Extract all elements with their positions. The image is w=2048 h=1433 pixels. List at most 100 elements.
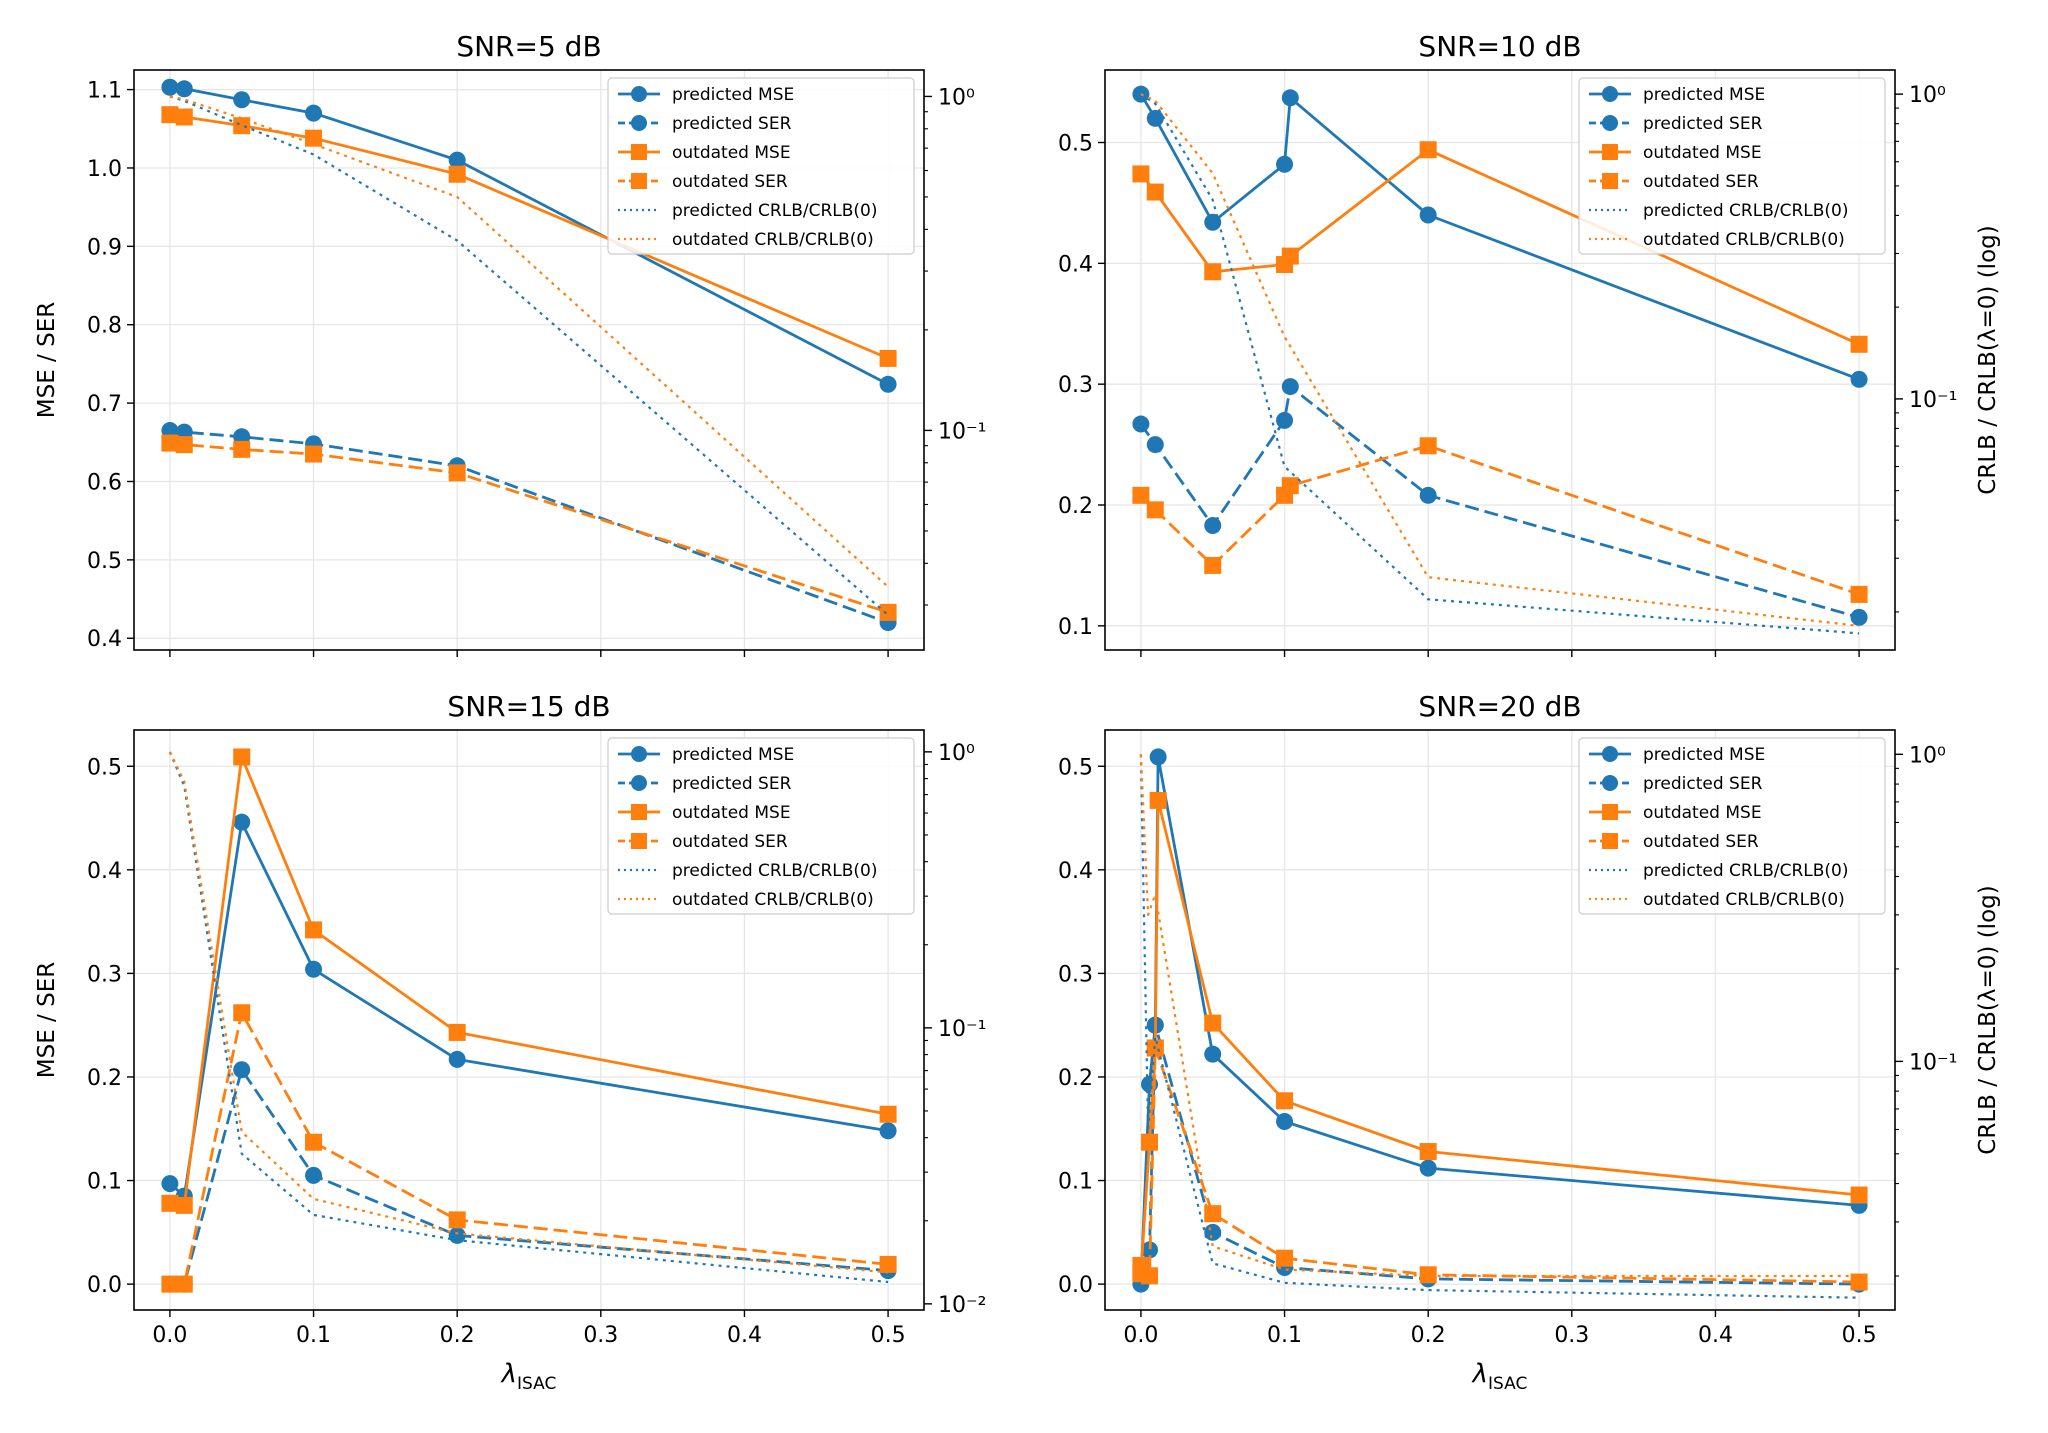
x-axis-label-subscript: ISAC (1488, 1374, 1527, 1394)
data-point-outdated-ser (879, 603, 897, 621)
series-line-predicted-ser (1139, 385, 1860, 619)
axes-frame (133, 729, 925, 1311)
data-point-outdated-ser (1281, 477, 1299, 495)
y-tick-label: 0.1 (87, 1170, 122, 1195)
legend-marker-predicted-mse (1602, 86, 1618, 102)
chart-panel-snr-5-db: 0.4 0.5 0.6 0.7 0.8 0.9 1.0 1.1 10⁰ 10⁻¹ SNR=5 dB M… (34, 30, 986, 657)
panel-title: SNR=15 dB (447, 690, 610, 723)
y-tick-label: 0.2 (87, 1066, 122, 1091)
y-tick-label: 0.4 (1058, 252, 1093, 277)
x-tick-label: 0.4 (727, 1323, 762, 1348)
data-point-predicted-mse (1276, 155, 1294, 173)
x-tick-label: 0.1 (1267, 1323, 1302, 1348)
data-point-outdated-ser (305, 1133, 323, 1151)
y-tick-label: 0.2 (1058, 494, 1093, 519)
legend-label-outdated-mse: outdated MSE (672, 143, 791, 163)
data-point-outdated-mse (1146, 183, 1164, 201)
y2-axis-label: CRLB / CRLB(λ=0) (log) (1975, 225, 2001, 494)
chart-panel-snr-10-db: 0.1 0.2 0.3 0.4 0.5 10⁰ 10⁻¹ SNR=10 dB CRLB / CR… (1058, 30, 2001, 657)
data-point-outdated-mse (161, 1194, 179, 1212)
axes-frame (1104, 69, 1896, 651)
plot-area (161, 748, 897, 1293)
data-point-outdated-mse (1141, 1133, 1159, 1151)
data-point-outdated-mse (161, 106, 179, 124)
y-tick-label: 1.0 (87, 157, 122, 182)
y2-tick-label: 10⁰ (938, 741, 975, 766)
y-tick-label: 0.6 (87, 470, 122, 495)
legend-label-outdated-mse: outdated MSE (672, 803, 791, 823)
data-point-outdated-ser (1146, 501, 1164, 519)
legend: predicted MSE predicted SER outdated MSE ou… (1578, 737, 1886, 915)
y-tick-label: 0.4 (1058, 859, 1093, 884)
data-point-predicted-mse (1419, 206, 1437, 224)
legend-marker-outdated-ser (631, 173, 647, 189)
data-point-outdated-ser (1419, 1266, 1437, 1284)
data-point-outdated-mse (1850, 335, 1868, 353)
x-axis-label: λISAC (1471, 1359, 1528, 1394)
data-point-predicted-ser (1146, 436, 1164, 454)
legend-label-predicted-mse: predicted MSE (1643, 745, 1765, 765)
data-point-outdated-mse (175, 108, 193, 126)
data-point-predicted-mse (1850, 370, 1868, 388)
legend-label-predicted-mse: predicted MSE (672, 85, 794, 105)
data-point-predicted-ser (1419, 486, 1437, 504)
legend-label-outdated-crlb-crlb-0: outdated CRLB/CRLB(0) (672, 890, 874, 910)
y2-axis-label: CRLB / CRLB(λ=0) (log) (1975, 885, 2001, 1154)
data-point-outdated-mse (233, 117, 251, 135)
data-point-outdated-mse (1149, 791, 1167, 809)
legend-label-predicted-ser: predicted SER (672, 774, 792, 794)
legend: predicted MSE predicted SER outdated MSE ou… (607, 737, 915, 915)
data-point-outdated-ser (175, 436, 193, 454)
data-point-predicted-mse (305, 960, 323, 978)
data-point-predicted-mse (233, 91, 251, 109)
data-point-outdated-mse (233, 748, 251, 766)
legend: predicted MSE predicted SER outdated MSE ou… (607, 77, 915, 255)
legend-box (607, 737, 915, 915)
data-point-outdated-mse (1204, 263, 1222, 281)
data-point-outdated-mse (175, 1196, 193, 1214)
data-point-outdated-ser (161, 434, 179, 452)
data-point-outdated-ser (233, 1004, 251, 1022)
y-tick-label: 0.2 (1058, 1066, 1093, 1091)
data-point-predicted-mse (1146, 109, 1164, 127)
x-tick-label: 0.3 (583, 1323, 618, 1348)
series-line-outdated-mse (1139, 799, 1860, 1274)
series-line-predicted-crlb-crlb-0 (168, 751, 889, 1284)
legend-label-predicted-crlb-crlb-0: predicted CRLB/CRLB(0) (1643, 201, 1849, 221)
panel-title: SNR=5 dB (456, 30, 601, 63)
legend-marker-predicted-ser (631, 775, 647, 791)
data-point-outdated-ser (1419, 437, 1437, 455)
legend-label-outdated-crlb-crlb-0: outdated CRLB/CRLB(0) (672, 230, 874, 250)
data-point-predicted-mse (161, 1175, 179, 1193)
y-tick-label: 0.3 (87, 962, 122, 987)
y-tick-label: 0.0 (87, 1273, 122, 1298)
legend-marker-outdated-mse (1602, 144, 1618, 160)
y-tick-label: 0.3 (1058, 962, 1093, 987)
y-tick-label: 0.5 (87, 755, 122, 780)
legend-marker-predicted-mse (1602, 746, 1618, 762)
data-point-predicted-mse (1276, 1113, 1294, 1130)
legend-label-outdated-ser: outdated SER (672, 172, 788, 192)
data-point-outdated-mse (1850, 1186, 1868, 1204)
data-point-predicted-ser (1204, 1223, 1222, 1241)
y2-tick-label: 10⁰ (1909, 83, 1946, 108)
data-point-predicted-ser (1850, 608, 1868, 626)
data-point-predicted-mse (305, 104, 323, 122)
data-point-predicted-ser (305, 1166, 323, 1184)
x-tick-label: 0.3 (1554, 1323, 1589, 1348)
y-tick-label: 0.5 (1058, 755, 1093, 780)
data-point-predicted-mse (1204, 213, 1222, 231)
series-line-predicted-ser (169, 429, 889, 624)
data-point-outdated-ser (175, 1275, 193, 1293)
y2-tick-label: 10⁰ (1909, 743, 1946, 768)
data-point-predicted-ser (1132, 415, 1150, 433)
legend-marker-outdated-mse (1602, 804, 1618, 820)
legend-marker-outdated-ser (631, 833, 647, 849)
data-point-predicted-ser (448, 1226, 466, 1244)
y-tick-label: 0.1 (1058, 1170, 1093, 1195)
data-point-predicted-mse (879, 1122, 897, 1140)
legend-label-predicted-mse: predicted MSE (1643, 85, 1765, 105)
data-point-outdated-ser (305, 445, 323, 463)
data-point-predicted-mse (1281, 89, 1299, 107)
